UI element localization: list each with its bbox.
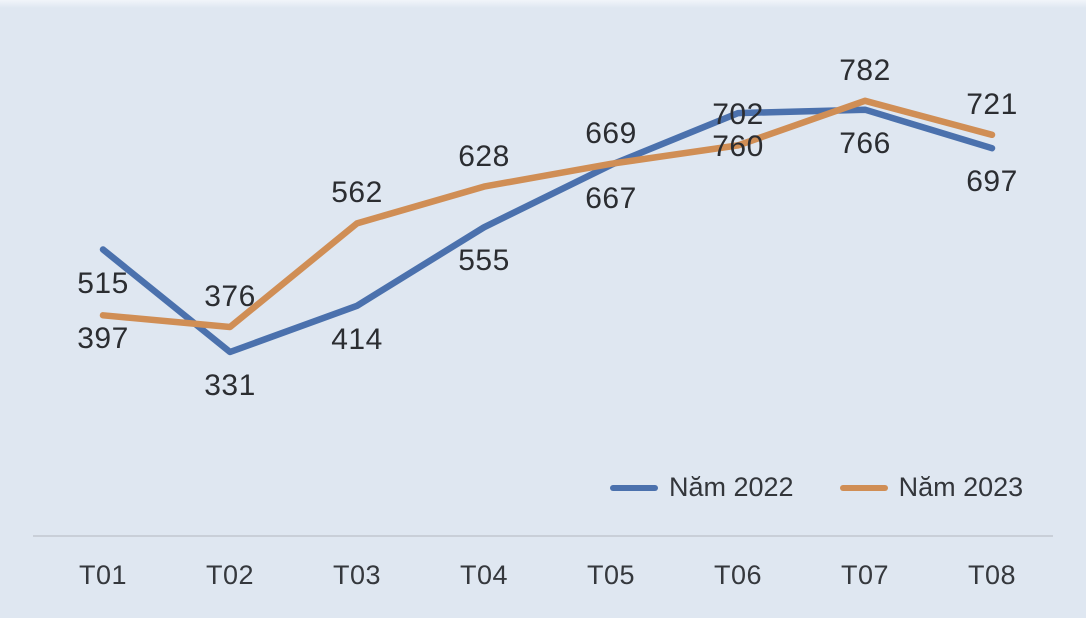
data-label-nam-2022-t02: 331	[204, 369, 256, 403]
data-label-nam-2022-t07: 766	[839, 126, 891, 160]
data-label-nam-2023-t05: 669	[585, 116, 637, 150]
legend-label-nam-2022: Năm 2022	[669, 472, 794, 502]
legend-label-nam-2023: Năm 2023	[898, 472, 1024, 502]
x-axis-label-t03: T03	[332, 560, 382, 590]
legend-item-nam-2023: Năm 2023	[839, 472, 1024, 503]
data-label-nam-2023-t02: 376	[204, 279, 256, 313]
data-label-nam-2023-t04: 628	[458, 139, 510, 173]
data-label-nam-2023-t03: 562	[331, 176, 383, 210]
x-axis-label-t05: T05	[586, 560, 636, 590]
data-label-nam-2023-t01: 397	[77, 322, 129, 356]
data-label-nam-2023-t08: 721	[966, 87, 1018, 121]
x-axis-label-t08: T08	[967, 560, 1017, 590]
data-label-nam-2022-t03: 414	[331, 322, 383, 356]
data-label-nam-2022-t05: 667	[585, 181, 637, 215]
x-axis-label-t07: T07	[840, 560, 890, 590]
data-label-nam-2022-t06: 760	[712, 130, 764, 164]
legend-swatch-nam-2022	[610, 484, 658, 491]
x-axis-label-t06: T06	[713, 560, 763, 590]
legend-swatch-nam-2023	[839, 484, 888, 491]
data-label-nam-2022-t01: 515	[77, 266, 129, 300]
data-label-nam-2023-t07: 782	[839, 53, 891, 87]
legend-item-nam-2022: Năm 2022	[610, 472, 794, 503]
x-axis-line	[33, 535, 1053, 537]
x-axis-label-t02: T02	[205, 560, 255, 590]
series-line-nam-2023	[99, 97, 996, 331]
data-label-nam-2022-t04: 555	[458, 244, 510, 278]
x-axis-label-t04: T04	[459, 560, 509, 590]
data-label-nam-2023-t06: 702	[712, 98, 764, 132]
x-axis-label-t01: T01	[78, 560, 128, 590]
data-label-nam-2022-t08: 697	[966, 165, 1018, 199]
chart-legend: Năm 2022 Năm 2023	[610, 472, 1023, 503]
